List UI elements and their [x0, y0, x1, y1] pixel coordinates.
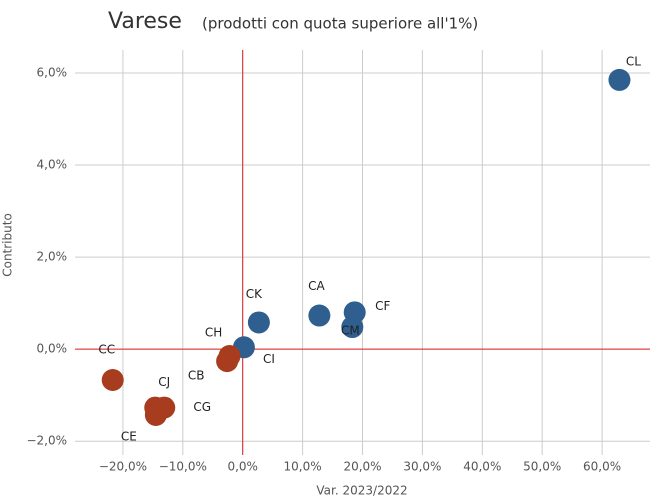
y-tick-label: 4,0% [37, 158, 68, 172]
point-label: CA [308, 279, 325, 293]
y-axis-label: Contributo [1, 213, 15, 277]
x-tick-label: −20,0% [99, 460, 147, 474]
x-tick-label: 60,0% [583, 460, 621, 474]
point [101, 368, 124, 391]
point [608, 68, 631, 91]
point [247, 311, 270, 334]
point [144, 403, 167, 426]
x-tick-label: 10,0% [284, 460, 322, 474]
point-label: CH [205, 326, 222, 340]
point-label: CM [341, 324, 360, 338]
point-label: CJ [158, 375, 170, 389]
point-label: CI [263, 352, 275, 366]
x-tick-label: 50,0% [523, 460, 561, 474]
x-tick-label: 40,0% [463, 460, 501, 474]
point-label: CK [246, 287, 263, 301]
x-axis-label: Var. 2023/2022 [316, 484, 407, 498]
x-tick-label: 30,0% [403, 460, 441, 474]
point [216, 350, 239, 373]
point-label: CE [121, 429, 137, 443]
y-tick-label: 2,0% [37, 250, 68, 264]
x-tick-label: 20,0% [343, 460, 381, 474]
chart-subtitle: (prodotti con quota superiore all'1%) [202, 15, 478, 33]
chart-title: Varese [108, 9, 182, 34]
y-tick-label: 0,0% [37, 342, 68, 356]
point-label: CL [626, 54, 641, 68]
point-label: CF [375, 299, 390, 313]
point-label: CC [98, 342, 115, 356]
point-label: CG [193, 400, 211, 414]
point [308, 304, 331, 327]
point-label: CB [188, 369, 205, 383]
point [341, 316, 364, 339]
y-tick-label: 6,0% [37, 66, 68, 80]
x-tick-label: 0,0% [227, 460, 258, 474]
y-tick-label: −2,0% [26, 434, 67, 448]
x-tick-label: −10,0% [159, 460, 207, 474]
